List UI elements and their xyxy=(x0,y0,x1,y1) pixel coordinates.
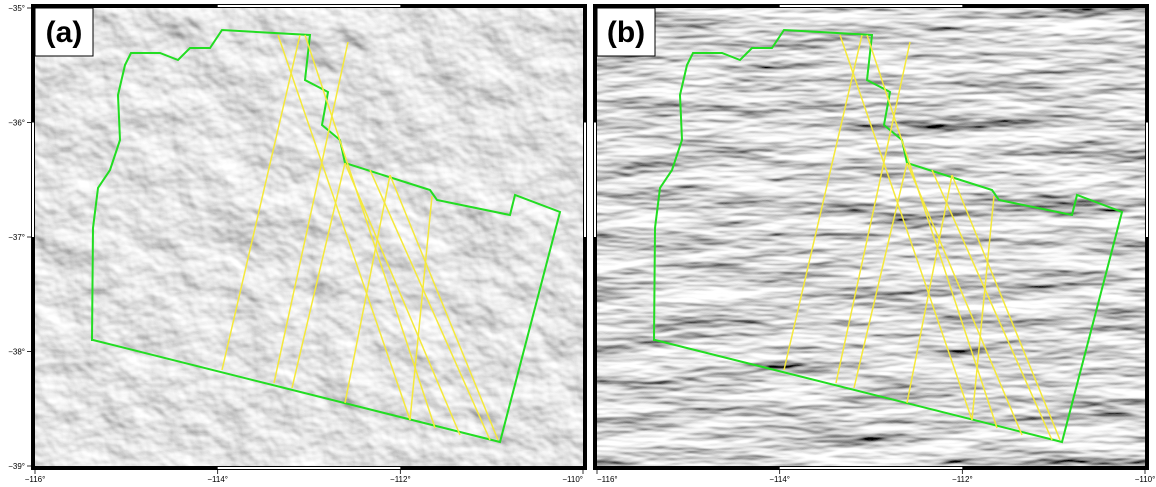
map-panel: (b) −116° −114° −112° −110° xyxy=(595,6,1155,484)
x-tick-label: −110° xyxy=(562,475,583,484)
relief-background xyxy=(597,8,1145,466)
map-panel: (a) −116° −114° −112° −110° −35° −36° −37° −38° −… xyxy=(8,4,585,484)
panel-label: (a) xyxy=(46,16,83,49)
y-tick-label: −38° xyxy=(8,348,25,357)
x-tick-label: −110° xyxy=(1135,475,1156,484)
x-tick-label: −112° xyxy=(952,475,973,484)
x-tick-label: −116° xyxy=(597,475,618,484)
x-tick-label: −116° xyxy=(25,475,46,484)
y-tick-label: −39° xyxy=(8,462,25,471)
x-tick-label: −114° xyxy=(207,475,228,484)
relief-background xyxy=(35,8,583,466)
y-tick-label: −36° xyxy=(8,119,25,128)
panel-label: (b) xyxy=(607,16,645,49)
y-tick-label: −37° xyxy=(8,233,25,242)
figure: (a) −116° −114° −112° −110° −35° −36° −37° −38° −… xyxy=(0,0,1156,487)
y-tick-label: −35° xyxy=(8,4,25,13)
x-tick-label: −112° xyxy=(390,475,411,484)
x-tick-label: −114° xyxy=(769,475,790,484)
